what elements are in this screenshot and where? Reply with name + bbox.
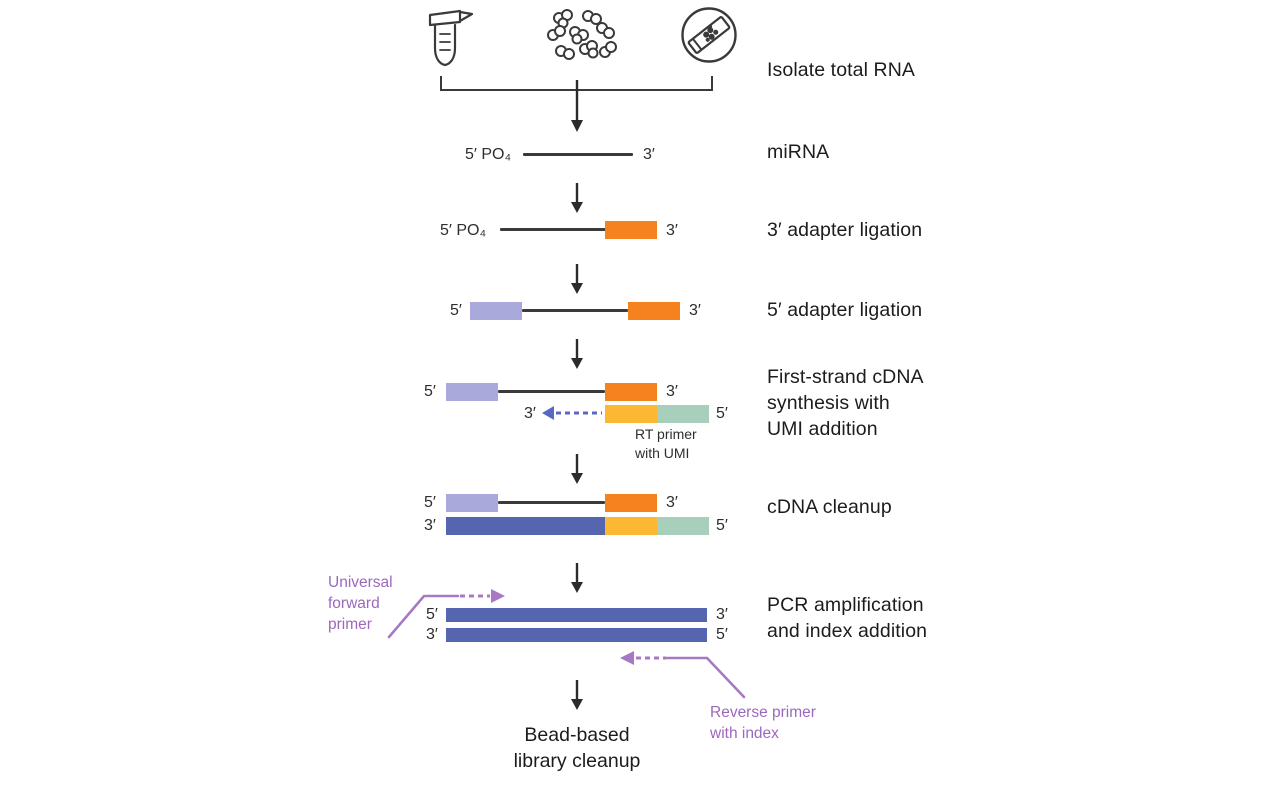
step-label-mirna: miRNA bbox=[767, 141, 830, 163]
pcr-product-top-bar bbox=[446, 608, 707, 622]
down-arrow-icon bbox=[571, 183, 583, 213]
tube-icon bbox=[428, 9, 474, 67]
rna-strand-line bbox=[500, 228, 606, 231]
rna-strand-line bbox=[523, 153, 633, 156]
down-arrow-icon bbox=[571, 264, 583, 294]
strand-end-label: 3′ bbox=[666, 383, 678, 400]
reverse-primer-note: Reverse primer with index bbox=[710, 704, 816, 742]
step-label-first-strand: First-strand cDNA synthesis with UMI add… bbox=[767, 366, 924, 440]
rna-strand-line bbox=[498, 501, 605, 504]
strand-end-label: 3′ bbox=[643, 146, 655, 163]
cells-icon bbox=[547, 9, 617, 60]
step-label-5adapter: 5′ adapter ligation bbox=[767, 299, 923, 321]
adapter-3prime-block bbox=[605, 221, 657, 239]
umi-block bbox=[657, 517, 709, 535]
step-label-pcr: PCR amplification and index addition bbox=[767, 594, 928, 642]
rna-strand-line bbox=[498, 390, 605, 393]
strand-end-label: 5′ bbox=[716, 517, 728, 534]
strand-end-label: 5′ PO₄ bbox=[440, 222, 486, 239]
rt-primer-block bbox=[605, 517, 657, 535]
step-label-isolate: Isolate total RNA bbox=[767, 59, 916, 81]
pcr-product-bottom-bar bbox=[446, 628, 707, 642]
reverse-primer-arrow-icon bbox=[620, 651, 746, 699]
strand-end-label: 5′ bbox=[450, 302, 462, 319]
cdna-strand-bar bbox=[446, 517, 605, 535]
strand-end-label: 3′ bbox=[716, 606, 728, 623]
strand-end-label: 5′ bbox=[424, 494, 436, 511]
step-label-3adapter: 3′ adapter ligation bbox=[767, 219, 923, 241]
slide-icon bbox=[681, 7, 737, 63]
rna-strand-line bbox=[522, 309, 628, 312]
strand-end-label: 3′ bbox=[524, 405, 536, 422]
strand-end-label: 3′ bbox=[666, 222, 678, 239]
adapter-5prime-block bbox=[470, 302, 522, 320]
strand-end-label: 5′ PO₄ bbox=[465, 146, 511, 163]
adapter-3prime-block bbox=[605, 383, 657, 401]
strand-end-label: 3′ bbox=[666, 494, 678, 511]
adapter-3prime-block bbox=[628, 302, 680, 320]
forward-primer-note: Universal forward primer bbox=[328, 574, 393, 633]
strand-end-label: 5′ bbox=[426, 606, 438, 623]
umi-block bbox=[657, 405, 709, 423]
down-arrow-icon bbox=[571, 680, 583, 710]
forward-primer-arrow-icon bbox=[387, 589, 505, 639]
down-arrow-icon bbox=[571, 339, 583, 369]
strand-end-label: 3′ bbox=[689, 302, 701, 319]
down-arrow-icon bbox=[571, 563, 583, 593]
step-label-cdna-cleanup: cDNA cleanup bbox=[767, 496, 892, 518]
adapter-5prime-block bbox=[446, 383, 498, 401]
reverse-transcription-arrow-icon bbox=[542, 406, 602, 420]
rt-primer-note: RT primer with UMI bbox=[635, 426, 697, 461]
strand-end-label: 3′ bbox=[426, 626, 438, 643]
strand-end-label: 5′ bbox=[716, 626, 728, 643]
final-step-label: Bead-based library cleanup bbox=[513, 724, 641, 772]
adapter-3prime-block bbox=[605, 494, 657, 512]
strand-end-label: 5′ bbox=[424, 383, 436, 400]
down-arrow-icon bbox=[571, 454, 583, 484]
bracket-connector bbox=[440, 76, 713, 132]
adapter-5prime-block bbox=[446, 494, 498, 512]
strand-end-label: 5′ bbox=[716, 405, 728, 422]
strand-end-label: 3′ bbox=[424, 517, 436, 534]
rt-primer-block bbox=[605, 405, 657, 423]
